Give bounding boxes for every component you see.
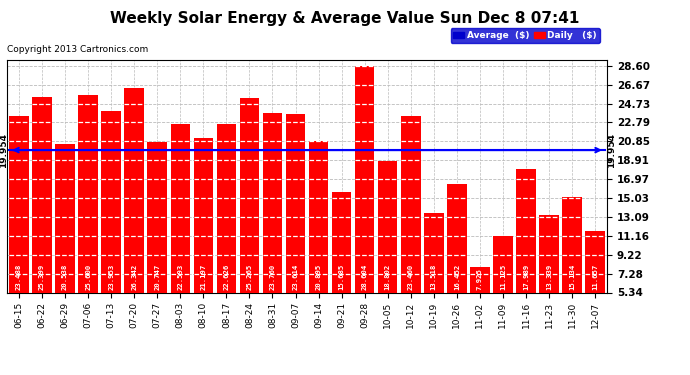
Bar	[355, 66, 375, 292]
Text: 22.626: 22.626	[224, 263, 229, 290]
Bar	[9, 116, 29, 292]
Bar	[148, 142, 167, 292]
Text: 23.614: 23.614	[293, 263, 299, 290]
Bar	[194, 138, 213, 292]
Text: 7.925: 7.925	[477, 268, 483, 290]
Bar	[447, 184, 466, 292]
Text: Copyright 2013 Cartronics.com: Copyright 2013 Cartronics.com	[7, 45, 148, 54]
Text: 28.604: 28.604	[362, 263, 368, 290]
Bar	[286, 114, 305, 292]
Bar	[32, 97, 52, 292]
Bar	[101, 111, 121, 292]
Text: 13.339: 13.339	[546, 263, 552, 290]
Bar	[124, 88, 144, 292]
Bar	[239, 98, 259, 292]
Text: 16.452: 16.452	[454, 263, 460, 290]
Text: 23.488: 23.488	[16, 263, 22, 290]
Bar	[378, 161, 397, 292]
Text: 26.342: 26.342	[131, 263, 137, 290]
Bar	[55, 144, 75, 292]
Text: 18.802: 18.802	[385, 263, 391, 290]
Text: 20.538: 20.538	[62, 263, 68, 290]
Text: 19.954: 19.954	[607, 133, 616, 168]
Bar	[470, 267, 490, 292]
Text: 17.989: 17.989	[523, 263, 529, 290]
Text: 15.134: 15.134	[569, 263, 575, 290]
Bar	[170, 124, 190, 292]
Text: 15.685: 15.685	[339, 263, 344, 290]
Text: 25.265: 25.265	[246, 263, 253, 290]
Legend: Average  ($), Daily   ($): Average ($), Daily ($)	[451, 28, 600, 43]
Text: 13.518: 13.518	[431, 263, 437, 290]
Bar	[585, 231, 605, 292]
Text: 20.747: 20.747	[155, 263, 160, 290]
Bar	[79, 95, 98, 292]
Bar	[401, 116, 420, 292]
Bar	[309, 141, 328, 292]
Text: Weekly Solar Energy & Average Value Sun Dec 8 07:41: Weekly Solar Energy & Average Value Sun …	[110, 11, 580, 26]
Text: 22.593: 22.593	[177, 263, 184, 290]
Text: 21.197: 21.197	[200, 263, 206, 290]
Bar	[424, 213, 444, 292]
Text: 23.460: 23.460	[408, 263, 414, 290]
Bar	[332, 192, 351, 292]
Text: 25.399: 25.399	[39, 263, 45, 290]
Bar	[493, 236, 513, 292]
Text: 19.954: 19.954	[0, 133, 8, 168]
Bar	[562, 197, 582, 292]
Text: 23.760: 23.760	[270, 263, 275, 290]
Bar	[539, 214, 559, 292]
Text: 11.657: 11.657	[592, 263, 598, 290]
Bar	[516, 169, 535, 292]
Text: 23.953: 23.953	[108, 263, 114, 290]
Text: 20.895: 20.895	[315, 263, 322, 290]
Bar	[217, 124, 236, 292]
Text: 25.600: 25.600	[85, 263, 91, 290]
Text: 11.125: 11.125	[500, 263, 506, 290]
Bar	[263, 113, 282, 292]
